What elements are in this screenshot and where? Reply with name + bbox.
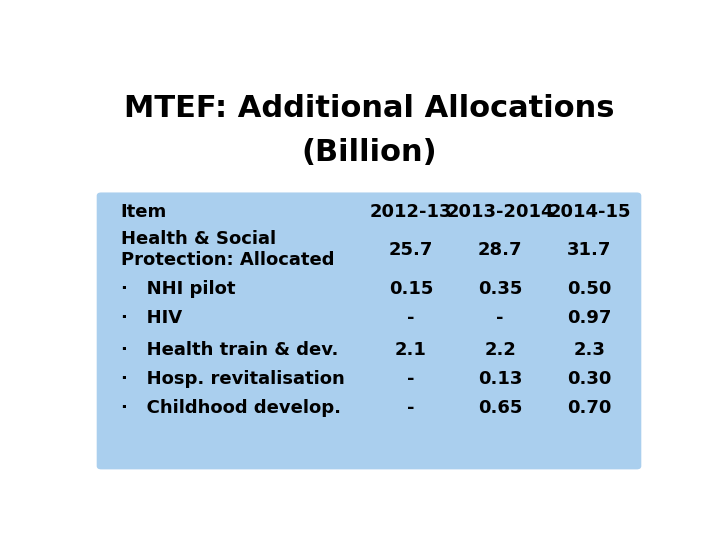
Text: 0.97: 0.97 <box>567 309 611 327</box>
Text: -: - <box>407 370 415 388</box>
Text: -: - <box>407 399 415 417</box>
Text: ·   Health train & dev.: · Health train & dev. <box>121 341 338 359</box>
Text: 0.35: 0.35 <box>478 280 522 298</box>
Text: ·   HIV: · HIV <box>121 309 182 327</box>
Text: 0.13: 0.13 <box>478 370 522 388</box>
Text: ·   Childhood develop.: · Childhood develop. <box>121 399 341 417</box>
Text: MTEF: Additional Allocations: MTEF: Additional Allocations <box>124 94 614 123</box>
Text: Item: Item <box>121 204 167 221</box>
Text: 31.7: 31.7 <box>567 241 611 259</box>
Text: 2012-13: 2012-13 <box>369 204 452 221</box>
Text: Health & Social
Protection: Allocated: Health & Social Protection: Allocated <box>121 231 334 269</box>
Text: 0.50: 0.50 <box>567 280 611 298</box>
Text: -: - <box>496 309 504 327</box>
Text: 2014-15: 2014-15 <box>548 204 631 221</box>
Text: 0.65: 0.65 <box>478 399 522 417</box>
Text: 0.30: 0.30 <box>567 370 611 388</box>
Text: 0.15: 0.15 <box>389 280 433 298</box>
Text: -: - <box>407 309 415 327</box>
Text: 2.1: 2.1 <box>395 341 427 359</box>
Text: 0.70: 0.70 <box>567 399 611 417</box>
Text: 25.7: 25.7 <box>389 241 433 259</box>
Text: ·   NHI pilot: · NHI pilot <box>121 280 235 298</box>
FancyBboxPatch shape <box>96 192 642 469</box>
Text: 2.3: 2.3 <box>573 341 606 359</box>
Text: 28.7: 28.7 <box>478 241 523 259</box>
Text: 2013-2014: 2013-2014 <box>446 204 554 221</box>
Text: 2.2: 2.2 <box>484 341 516 359</box>
Text: ·   Hosp. revitalisation: · Hosp. revitalisation <box>121 370 344 388</box>
Text: (Billion): (Billion) <box>301 138 437 167</box>
